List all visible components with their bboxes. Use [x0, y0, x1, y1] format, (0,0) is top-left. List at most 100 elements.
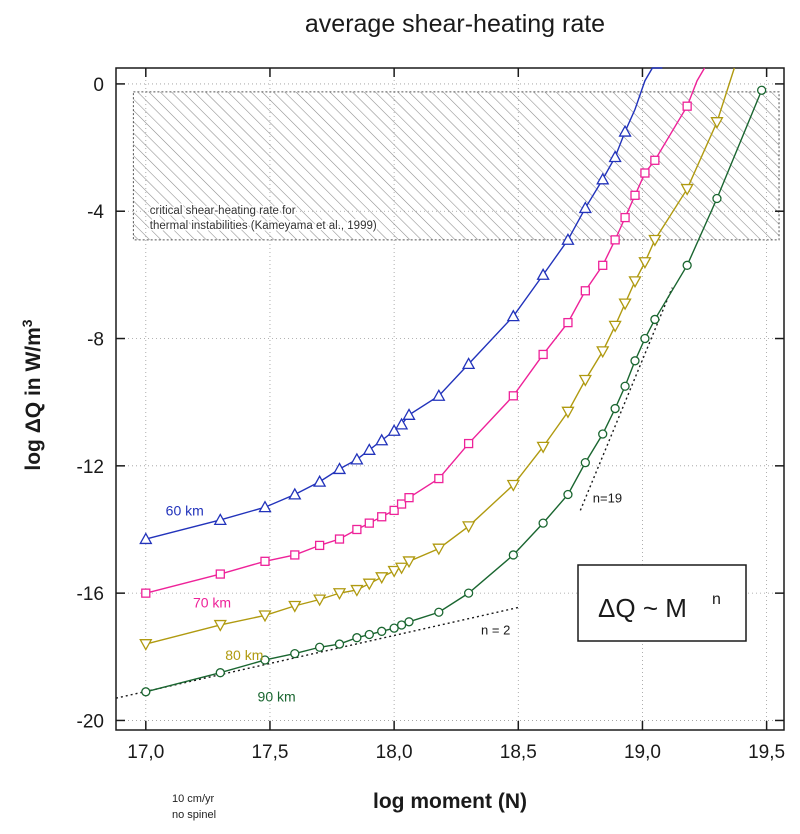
formula-box: [577, 564, 747, 642]
marker-triangle-down: [394, 562, 409, 575]
marker-triangle-down: [506, 479, 520, 492]
marker-triangle-down: [596, 346, 610, 359]
marker-circle: [682, 260, 692, 270]
marker-triangle-down: [432, 543, 446, 556]
marker-triangle-down: [608, 320, 622, 333]
x-tick-label: 17,0: [127, 742, 164, 763]
marker-triangle-down: [638, 257, 652, 269]
marker-circle: [389, 623, 399, 633]
marker-square: [290, 550, 300, 560]
marker-triangle-down: [618, 298, 632, 311]
formula-text: ΔQ ~ M: [598, 593, 687, 623]
marker-square: [563, 317, 573, 328]
marker-triangle-up: [618, 124, 632, 137]
marker-triangle-down: [332, 588, 347, 600]
series-labels: 60 km 70 km 80 km 90 km: [166, 502, 296, 704]
y-tick-label: -16: [77, 584, 104, 605]
series-70-km: [141, 67, 706, 598]
marker-circle: [580, 458, 590, 468]
marker-circle: [404, 617, 414, 627]
marker-triangle-down: [561, 406, 575, 419]
marker-square: [389, 505, 399, 516]
marker-triangle-down: [375, 572, 389, 585]
formula-exponent: n: [712, 591, 721, 608]
axis-ticks: 17,0 17,5 18,0 18,5 19,0 19,5 0 -4 -8 -12 -16 -20: [77, 68, 785, 763]
marker-circle: [290, 648, 300, 659]
x-tick-label: 18,0: [376, 742, 413, 763]
fit-lines: n = 2 n=19: [115, 287, 673, 699]
marker-circle: [260, 655, 270, 665]
marker-triangle-up: [139, 532, 153, 545]
marker-triangle-down: [258, 610, 272, 623]
marker-square: [364, 518, 374, 528]
marker-circle: [563, 489, 573, 500]
marker-circle: [141, 687, 151, 697]
marker-triangle-down: [680, 183, 694, 196]
marker-circle: [757, 85, 767, 95]
marker-square: [141, 588, 151, 598]
marker-circle: [538, 518, 548, 528]
marker-square: [377, 512, 387, 522]
marker-triangle-down: [628, 276, 642, 289]
marker-circle: [215, 668, 225, 678]
marker-circle: [620, 381, 630, 391]
series-label: 80 km: [225, 647, 263, 663]
x-tick-label: 17,5: [251, 742, 288, 763]
marker-square: [352, 524, 362, 535]
marker-circle: [352, 633, 362, 643]
critical-region-label: thermal instabilities (Kameyama et al., …: [150, 220, 377, 232]
marker-circle: [396, 620, 407, 630]
marker-square: [610, 235, 620, 245]
marker-triangle-up: [362, 443, 376, 455]
marker-triangle-up: [375, 433, 389, 446]
marker-square: [538, 349, 548, 360]
marker-triangle-up: [258, 500, 272, 513]
marker-circle: [434, 607, 444, 617]
marker-triangle-down: [313, 594, 327, 607]
marker-square: [640, 168, 650, 178]
series-group: [139, 67, 767, 697]
chart-title: average shear-heating rate: [305, 10, 605, 38]
marker-triangle-down: [578, 374, 592, 387]
marker-circle: [364, 629, 374, 640]
fit-line: [579, 287, 673, 511]
y-tick-label: -8: [87, 330, 104, 351]
marker-square: [215, 569, 225, 579]
marker-triangle-up: [462, 357, 476, 370]
series-label: 70 km: [193, 595, 231, 611]
fit-line-label: n = 2: [481, 623, 510, 638]
y-axis-title: log ΔQ in W/m3: [19, 319, 45, 470]
marker-triangle-down: [139, 639, 153, 651]
marker-triangle-up: [402, 408, 416, 420]
marker-triangle-up: [213, 513, 227, 525]
marker-triangle-up: [578, 201, 592, 214]
marker-square: [580, 286, 590, 296]
marker-triangle-down: [362, 578, 376, 591]
marker-circle: [640, 333, 650, 344]
marker-triangle-down: [462, 521, 476, 534]
marker-square: [434, 473, 444, 484]
marker-square: [630, 190, 640, 200]
marker-circle: [610, 403, 620, 414]
fit-line: [115, 606, 519, 699]
marker-square: [404, 493, 414, 503]
marker-triangle-down: [213, 619, 227, 632]
marker-square: [650, 155, 660, 165]
marker-square: [508, 391, 518, 401]
marker-square: [598, 260, 608, 270]
marker-square: [620, 212, 630, 223]
x-tick-label: 19,0: [624, 742, 661, 763]
marker-triangle-down: [648, 234, 662, 247]
marker-square: [314, 540, 325, 551]
marker-square: [334, 534, 345, 544]
marker-circle: [463, 588, 474, 598]
marker-triangle-up: [387, 423, 401, 436]
marker-triangle-up: [350, 452, 364, 465]
marker-triangle-down: [387, 565, 401, 578]
y-tick-label: -20: [77, 711, 104, 732]
marker-triangle-up: [608, 150, 622, 163]
y-tick-label: -12: [77, 457, 104, 478]
series-label: 60 km: [166, 502, 204, 518]
marker-circle: [377, 626, 387, 636]
